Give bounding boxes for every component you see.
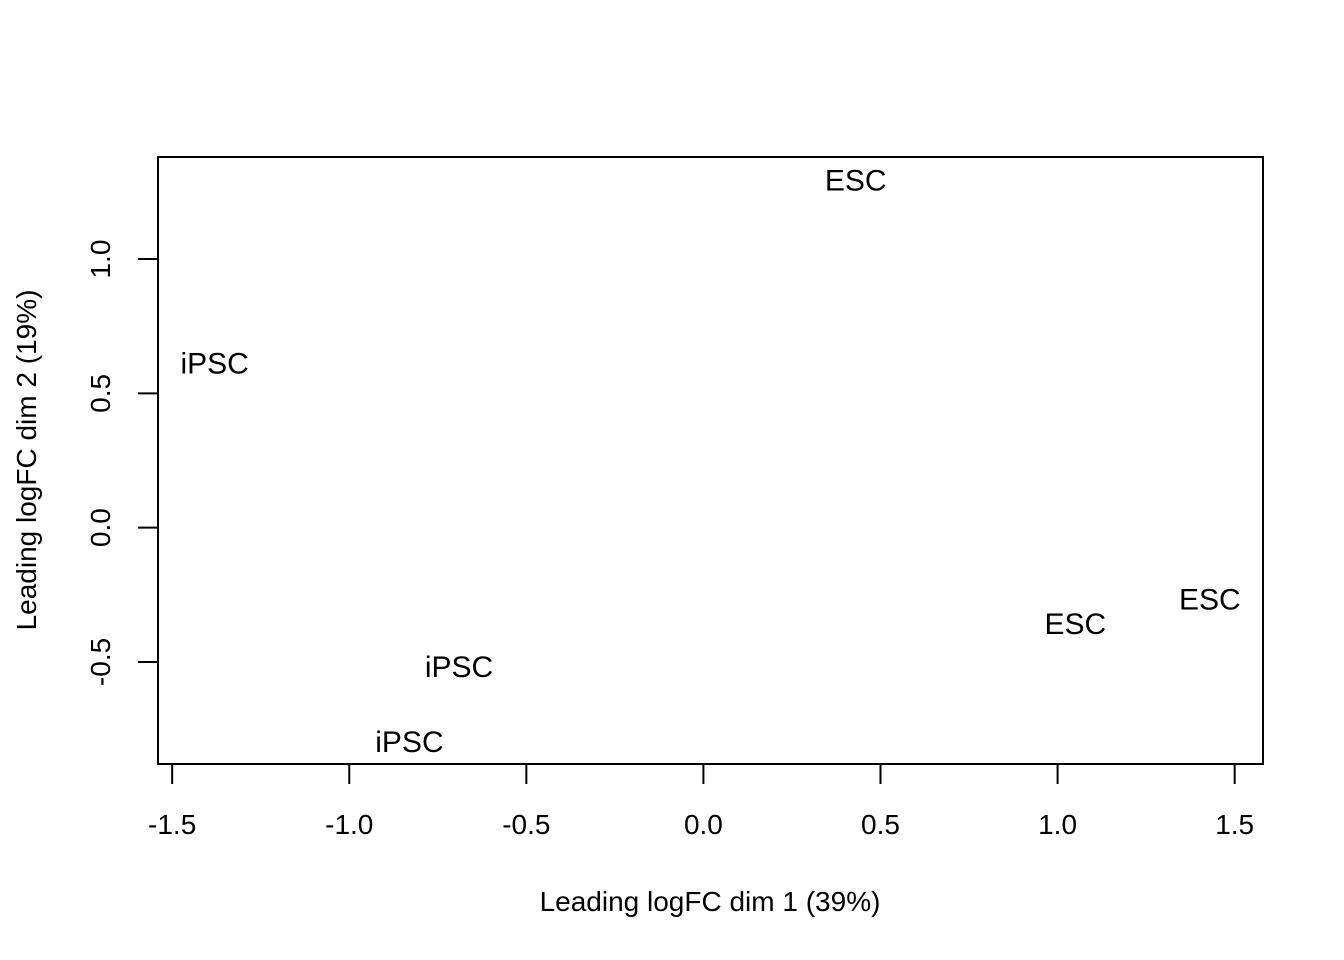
x-tick-label: 0.5	[861, 809, 900, 840]
point-label: iPSC	[425, 651, 493, 684]
x-tick-label: -0.5	[502, 809, 550, 840]
x-tick-label: -1.5	[148, 809, 196, 840]
point-label: iPSC	[375, 726, 443, 759]
point-label: ESC	[1044, 608, 1106, 641]
y-tick-label: 0.5	[85, 374, 116, 413]
point-label: iPSC	[180, 347, 248, 380]
y-tick-label: 0.0	[85, 508, 116, 547]
x-tick-label: -1.0	[325, 809, 373, 840]
x-axis: -1.5 -1.0 -0.5 0.0 0.5 1.0 1.5	[148, 763, 1254, 840]
point-label: ESC	[1179, 584, 1241, 617]
point-labels: ESC iPSC ESC ESC iPSC iPSC	[180, 165, 1240, 759]
y-axis-title: Leading logFC dim 2 (19%)	[11, 290, 42, 631]
x-tick-label: 0.0	[684, 809, 723, 840]
x-axis-title: Leading logFC dim 1 (39%)	[540, 886, 881, 917]
y-tick-label: 1.0	[85, 240, 116, 279]
point-label: ESC	[825, 165, 887, 198]
x-tick-label: 1.0	[1038, 809, 1077, 840]
y-axis: -0.5 0.0 0.5 1.0	[85, 240, 159, 686]
y-tick-label: -0.5	[85, 638, 116, 686]
x-tick-label: 1.5	[1215, 809, 1254, 840]
plot-box	[157, 156, 1264, 765]
